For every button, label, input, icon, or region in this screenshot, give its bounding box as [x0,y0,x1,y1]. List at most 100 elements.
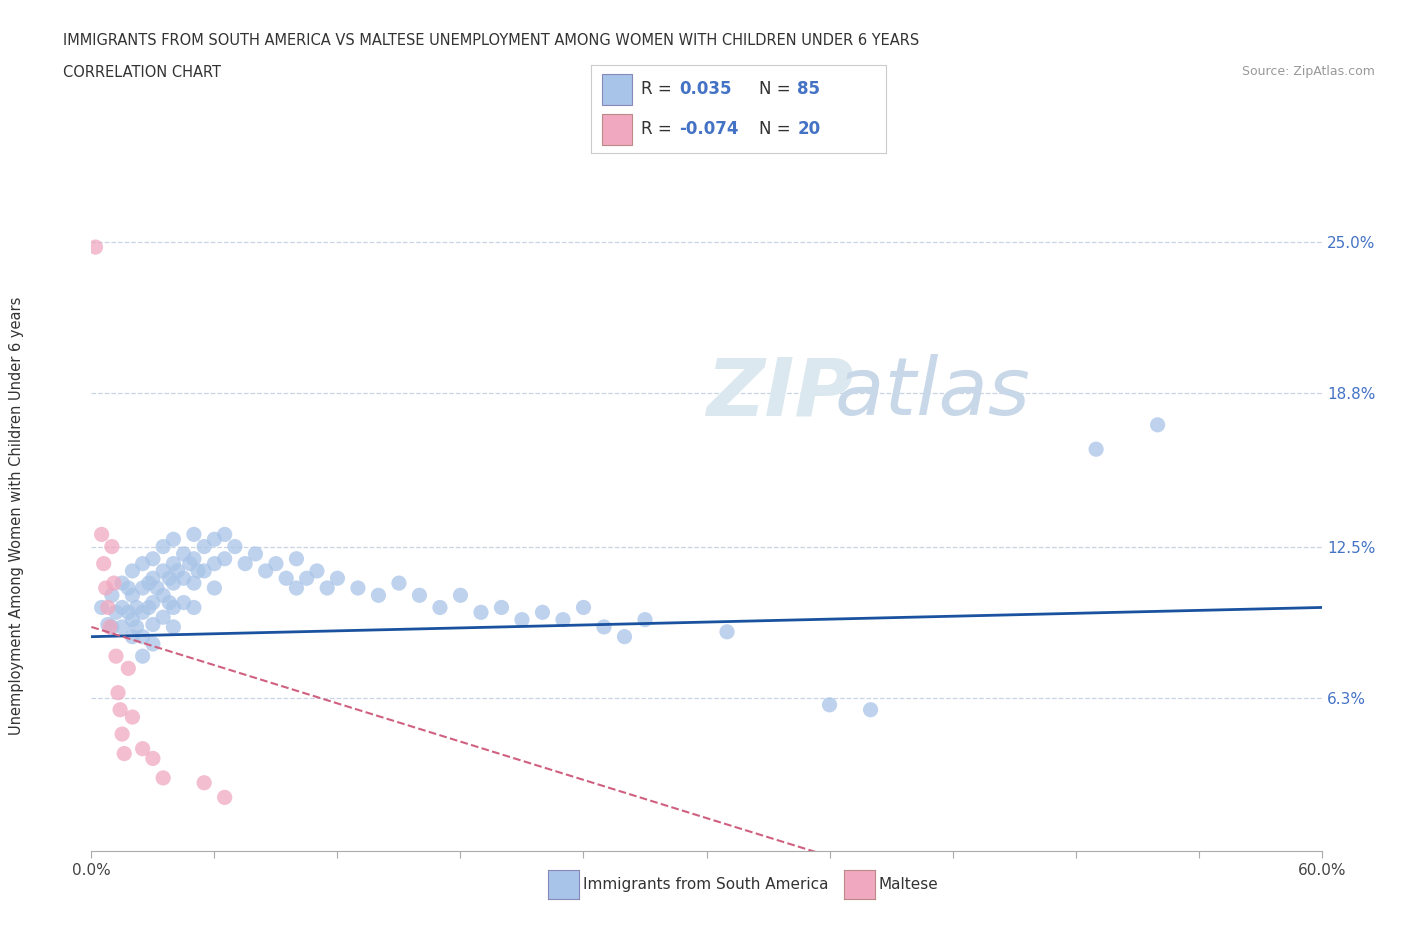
Point [367,588,389,603]
Point [183,551,205,566]
Point [173,547,195,562]
Point [166,564,188,578]
Point [138,576,160,591]
Point [285,551,308,566]
Point [103,576,125,591]
Point [131,649,153,664]
Point [214,527,236,542]
Point [254,564,277,578]
Point [117,661,139,676]
Point [276,571,298,586]
Point [117,604,139,619]
Point [125,619,148,634]
Point [634,612,657,627]
Point [131,580,153,595]
Point [152,610,174,625]
Point [264,556,287,571]
Point [94,580,117,595]
Point [193,564,215,578]
Point [111,726,134,741]
Point [470,604,492,619]
Point [142,636,165,651]
Point [131,741,153,756]
Text: R =: R = [641,120,676,139]
Point [97,618,120,632]
Point [859,702,882,717]
Point [347,580,370,595]
Point [408,588,430,603]
Point [316,580,339,595]
Point [388,576,411,591]
Point [1085,442,1108,457]
Bar [602,113,631,145]
Point [305,564,328,578]
Point [111,619,134,634]
Point [157,595,180,610]
Point [131,604,153,619]
Point [131,556,153,571]
Point [142,551,165,566]
Point [491,600,513,615]
Point [818,698,841,712]
Point [142,595,165,610]
Point [285,580,308,595]
Point [202,580,225,595]
Point [93,556,115,571]
Point [183,600,205,615]
Text: IMMIGRANTS FROM SOUTH AMERICA VS MALTESE UNEMPLOYMENT AMONG WOMEN WITH CHILDREN : IMMIGRANTS FROM SOUTH AMERICA VS MALTESE… [63,33,920,47]
Point [429,600,451,615]
Point [531,604,554,619]
Point [84,240,107,255]
Point [162,576,184,591]
Point [121,710,143,724]
Point [121,630,143,644]
Point [572,600,595,615]
Point [121,564,143,578]
Text: ZIP: ZIP [706,354,853,432]
Text: 20: 20 [797,120,820,139]
Point [202,556,225,571]
Text: Immigrants from South America: Immigrants from South America [583,877,830,892]
Point [101,619,124,634]
Point [193,539,215,554]
Text: 85: 85 [797,80,820,99]
Text: -0.074: -0.074 [679,120,738,139]
Text: N =: N = [759,80,796,99]
Point [111,600,134,615]
Point [142,751,165,766]
Point [202,532,225,547]
Point [98,619,121,634]
Point [1146,418,1168,432]
Point [179,556,201,571]
Point [105,649,127,664]
Text: CORRELATION CHART: CORRELATION CHART [63,65,221,80]
Text: Unemployment Among Women with Children Under 6 years: Unemployment Among Women with Children U… [10,297,24,736]
Point [121,588,143,603]
Point [173,595,195,610]
Point [173,571,195,586]
Point [117,580,139,595]
Point [162,600,184,615]
Point [152,539,174,554]
Point [112,746,135,761]
Point [105,604,127,619]
Point [142,571,165,586]
Point [101,539,124,554]
Text: atlas: atlas [706,354,1029,432]
Point [111,576,134,591]
Bar [602,74,631,105]
Point [157,571,180,586]
Point [152,770,174,785]
Point [162,556,184,571]
Point [146,580,169,595]
Point [125,600,148,615]
Point [593,619,616,634]
Point [187,564,209,578]
Point [138,600,160,615]
Text: 0.035: 0.035 [679,80,731,99]
Point [245,547,267,562]
Point [449,588,471,603]
Point [97,600,120,615]
Text: Source: ZipAtlas.com: Source: ZipAtlas.com [1241,65,1375,78]
Point [162,619,184,634]
